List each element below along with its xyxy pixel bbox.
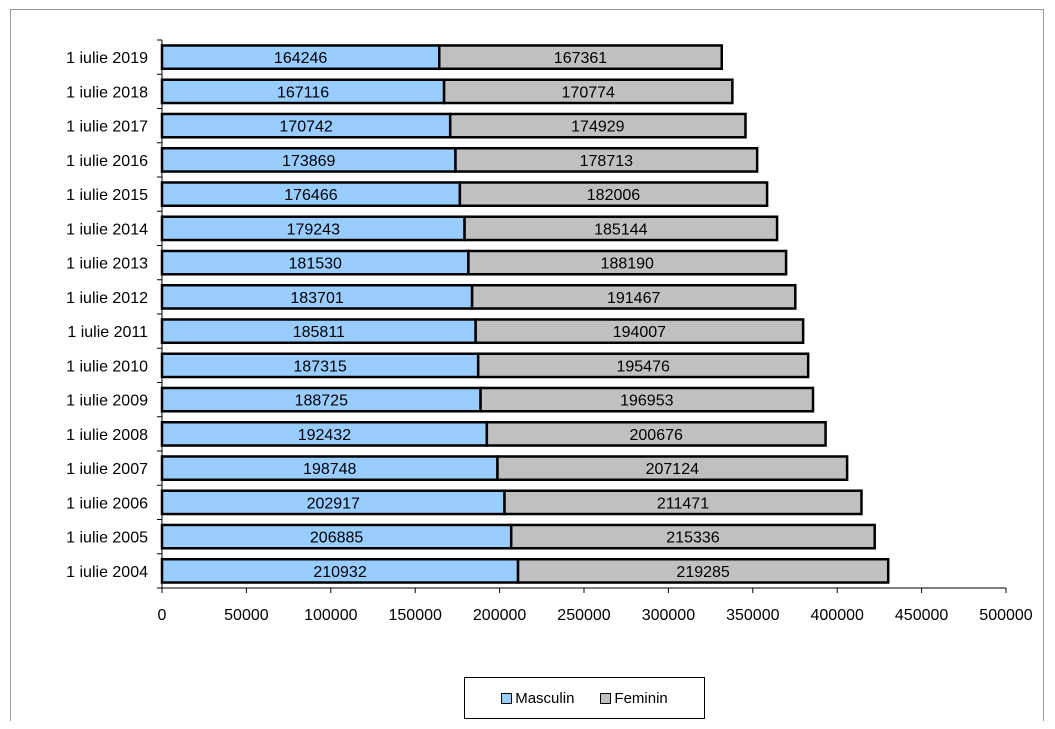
y-tick-label-6: 1 iulie 2010: [66, 358, 148, 375]
labels-layer: 210932 219285 1 iulie 2004 206885 215336 1 iu…: [66, 50, 730, 581]
x-tick-label-8: 400000: [811, 607, 864, 624]
data-label-masculin-11: 176466: [284, 187, 337, 204]
data-label-masculin-7: 185811: [293, 324, 345, 341]
axes-layer: 0 50000 100000 150000 200000 250000 300000 3500…: [157, 39, 1033, 624]
y-tick-label-12: 1 iulie 2016: [66, 153, 148, 170]
data-label-masculin-12: 173869: [282, 153, 335, 170]
data-label-feminin-1: 215336: [666, 530, 719, 547]
bar-feminin-13: [448, 112, 747, 139]
legend-label-feminin: Feminin: [614, 689, 668, 707]
bar-feminin-2: [503, 489, 863, 516]
y-tick-label-10: 1 iulie 2014: [66, 221, 148, 238]
x-tick-label-5: 250000: [557, 607, 610, 624]
data-label-feminin-7: 194007: [613, 324, 666, 341]
y-tick-label-1: 1 iulie 2005: [66, 530, 148, 547]
data-label-feminin-3: 207124: [646, 461, 699, 478]
data-label-masculin-5: 188725: [295, 393, 348, 410]
bar-feminin-14: [442, 78, 734, 105]
x-tick-label-3: 150000: [389, 607, 442, 624]
y-tick-label-2: 1 iulie 2006: [66, 495, 148, 512]
data-label-masculin-4: 192432: [298, 427, 351, 444]
bar-feminin-8: [470, 283, 797, 310]
legend-label-masculin: Masculin: [515, 689, 575, 707]
data-label-masculin-3: 198748: [303, 461, 356, 478]
y-tick-label-4: 1 iulie 2008: [66, 427, 148, 444]
y-tick-label-3: 1 iulie 2007: [66, 461, 148, 478]
legend: Masculin Feminin: [464, 677, 705, 719]
data-label-feminin-15: 167361: [554, 50, 607, 67]
data-label-feminin-8: 191467: [607, 290, 660, 307]
bar-feminin-5: [479, 386, 815, 413]
bar-feminin-15: [437, 44, 724, 71]
y-tick-label-0: 1 iulie 2004: [66, 564, 148, 581]
x-tick-label-6: 300000: [642, 607, 695, 624]
data-label-feminin-11: 182006: [587, 187, 640, 204]
bar-feminin-3: [496, 455, 849, 482]
bar-feminin-10: [463, 215, 779, 242]
bar-feminin-9: [467, 249, 788, 276]
data-label-feminin-14: 170774: [562, 84, 615, 101]
data-label-feminin-2: 211471: [657, 495, 709, 512]
data-label-masculin-2: 202917: [307, 495, 360, 512]
legend-item-feminin: Feminin: [600, 689, 668, 707]
y-tick-label-11: 1 iulie 2015: [66, 187, 148, 204]
y-tick-label-13: 1 iulie 2017: [66, 119, 148, 136]
data-label-feminin-0: 219285: [676, 564, 729, 581]
x-tick-label-10: 500000: [979, 607, 1032, 624]
data-label-masculin-0: 210932: [313, 564, 366, 581]
x-tick-label-2: 100000: [304, 607, 357, 624]
y-tick-label-15: 1 iulie 2019: [66, 50, 148, 67]
y-tick-label-5: 1 iulie 2009: [66, 393, 148, 410]
data-label-feminin-13: 174929: [571, 119, 624, 136]
data-label-masculin-10: 179243: [287, 221, 340, 238]
y-tick-label-14: 1 iulie 2018: [66, 84, 148, 101]
legend-swatch-masculin: [501, 692, 513, 704]
bar-feminin-1: [509, 523, 876, 550]
x-tick-label-0: 0: [158, 607, 167, 624]
bars-layer: [160, 44, 890, 584]
data-label-feminin-12: 178713: [580, 153, 633, 170]
bar-feminin-7: [474, 318, 805, 345]
chart-frame: [10, 9, 1044, 721]
data-label-feminin-5: 196953: [620, 393, 673, 410]
data-label-masculin-6: 187315: [293, 358, 346, 375]
data-label-feminin-6: 195476: [616, 358, 669, 375]
data-label-feminin-4: 200676: [630, 427, 683, 444]
bar-feminin-4: [485, 420, 827, 447]
y-tick-label-8: 1 iulie 2012: [66, 290, 148, 307]
x-tick-label-1: 50000: [224, 607, 269, 624]
x-tick-label-9: 450000: [895, 607, 948, 624]
legend-swatch-feminin: [600, 692, 612, 704]
bar-feminin-12: [454, 146, 759, 173]
y-tick-label-9: 1 iulie 2013: [66, 256, 148, 273]
y-tick-label-7: 1 iulie 2011: [67, 324, 148, 341]
data-label-masculin-1: 206885: [310, 530, 363, 547]
data-label-masculin-9: 181530: [289, 256, 342, 273]
bar-feminin-11: [458, 181, 769, 208]
x-tick-label-4: 200000: [473, 607, 526, 624]
bar-feminin-6: [476, 352, 810, 379]
data-label-feminin-9: 188190: [601, 256, 654, 273]
legend-item-masculin: Masculin: [501, 690, 574, 707]
data-label-masculin-14: 167116: [277, 84, 329, 101]
data-label-masculin-15: 164246: [274, 50, 327, 67]
bar-feminin-0: [516, 557, 890, 584]
data-label-feminin-10: 185144: [594, 221, 647, 238]
x-tick-label-7: 350000: [726, 607, 779, 624]
data-label-masculin-13: 170742: [279, 119, 332, 136]
data-label-masculin-8: 183701: [290, 290, 343, 307]
